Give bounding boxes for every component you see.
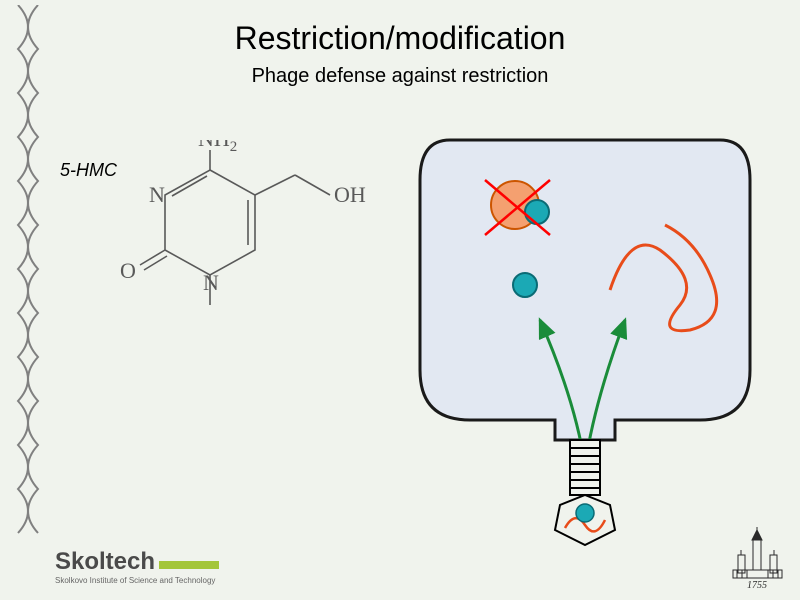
atom-oh: OH	[334, 182, 366, 207]
atom-nh2: NH2	[198, 140, 237, 155]
atom-n2: N	[203, 270, 219, 295]
logo-text: Skoltech	[55, 548, 155, 575]
msu-year: 1755	[747, 580, 767, 590]
skoltech-logo: Skoltech Skolkovo Institute of Science a…	[55, 548, 219, 585]
protein-in-phage	[576, 504, 594, 522]
chemical-structure: NH2 N N O OH	[110, 140, 370, 360]
molecule-label: 5-HMC	[60, 160, 117, 181]
protein-on-enzyme	[525, 200, 549, 224]
page-subtitle: Phage defense against restriction	[0, 65, 800, 88]
cell-phage-diagram	[400, 120, 770, 550]
injected-protein	[513, 273, 537, 297]
msu-logo: 1755	[730, 525, 785, 590]
page-title: Restriction/modification	[0, 20, 800, 57]
phage-tail	[570, 440, 600, 495]
atom-n1: N	[149, 182, 165, 207]
atom-o: O	[120, 258, 136, 283]
logo-subtitle: Skolkovo Institute of Science and Techno…	[55, 576, 219, 585]
logo-green-bar	[159, 561, 219, 569]
cell-membrane	[420, 140, 750, 440]
